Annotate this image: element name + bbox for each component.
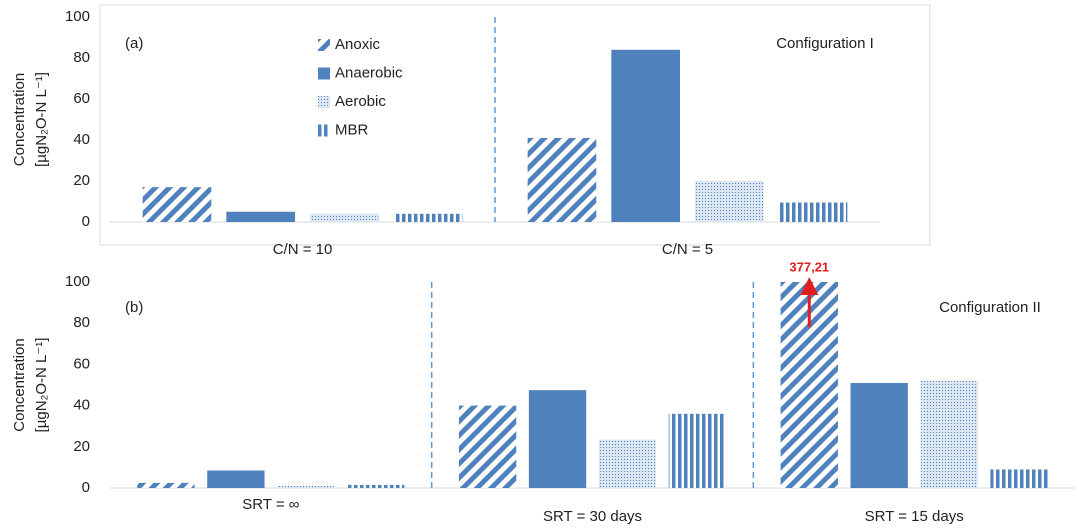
bar (527, 137, 597, 222)
bar (142, 187, 212, 222)
bar (310, 213, 379, 222)
legend-swatch (318, 124, 330, 137)
bar (226, 211, 295, 222)
y-axis-unit: [µgN₂O-N L⁻¹] (33, 338, 50, 433)
chart-frame (99, 4, 931, 246)
legend-swatch (318, 96, 330, 108)
bar (347, 484, 405, 488)
bar (277, 485, 335, 488)
legend-label: Anaerobic (335, 64, 403, 81)
bar (458, 405, 517, 488)
y-tick-label: 20 (73, 172, 90, 189)
y-axis-unit: [µgN₂O-N L⁻¹] (33, 72, 50, 167)
annotation: (a) (125, 35, 143, 52)
bar (598, 439, 657, 488)
x-tick-label: C/N = 5 (662, 241, 713, 258)
bar (668, 413, 727, 488)
bar (990, 469, 1048, 488)
legend-label: Aerobic (335, 93, 386, 110)
y-tick-label: 40 (73, 397, 90, 414)
y-tick-label: 40 (73, 131, 90, 148)
legend-swatch (318, 39, 330, 51)
bar (611, 49, 680, 222)
config-label: Configuration II (939, 299, 1041, 316)
y-tick-label: 80 (73, 49, 90, 66)
bar (207, 470, 265, 488)
y-tick-label: 0 (82, 479, 90, 496)
y-tick-label: 60 (73, 355, 90, 372)
bar (920, 380, 978, 488)
bar (778, 202, 848, 222)
x-tick-label: C/N = 10 (273, 241, 333, 258)
y-tick-label: 100 (65, 273, 90, 290)
legend-label: MBR (335, 121, 369, 138)
x-tick-label: SRT = ∞ (242, 496, 300, 513)
y-axis-label: Concentration (11, 338, 28, 431)
config-label: Configuration I (776, 35, 874, 52)
value-label: 377,21 (789, 259, 829, 274)
bar (528, 390, 587, 488)
legend-label: Anoxic (335, 36, 381, 53)
x-tick-label: SRT = 30 days (543, 508, 642, 525)
y-tick-label: 80 (73, 314, 90, 331)
y-tick-label: 100 (65, 8, 90, 25)
legend-swatch (318, 67, 330, 80)
y-axis-label: Concentration (11, 73, 28, 166)
y-tick-label: 0 (82, 213, 90, 230)
x-tick-label: SRT = 15 days (865, 508, 964, 525)
bar (393, 213, 463, 222)
bar (780, 282, 838, 488)
y-tick-label: 60 (73, 90, 90, 107)
bar (850, 382, 908, 488)
y-tick-label: 20 (73, 438, 90, 455)
annotation: (b) (125, 299, 143, 316)
bar (695, 181, 764, 222)
bar (137, 482, 195, 488)
